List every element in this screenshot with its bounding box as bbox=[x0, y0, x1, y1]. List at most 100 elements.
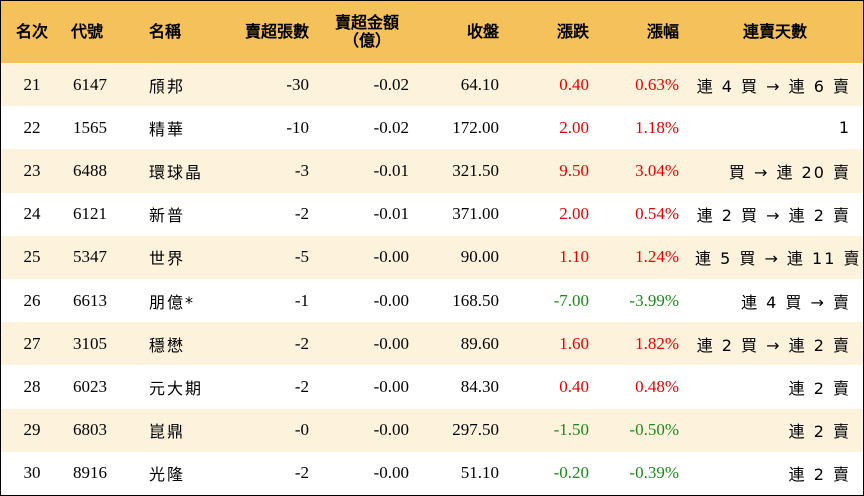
table-row[interactable]: 26 6613 朋億* -1 -0.00 168.50 -7.00 -3.99% 連 4 買 →… bbox=[1, 278, 863, 323]
table-row[interactable]: 22 1565 精華 -10 -0.02 172.00 2.00 1.18% 1 bbox=[1, 106, 863, 150]
cell-net-sell-amount: -0.00 bbox=[373, 333, 409, 353]
cell-name: 環球晶 bbox=[149, 162, 204, 182]
cell-code: 6613 bbox=[73, 290, 107, 310]
cell-code: 5347 bbox=[73, 247, 107, 267]
cell-streak: 連 4 買 → 連 6 賣 bbox=[696, 76, 851, 96]
header-code[interactable]: 代號 bbox=[71, 22, 104, 41]
cell-net-sell-lots: -30 bbox=[286, 74, 309, 94]
cell-change: -1.50 bbox=[553, 420, 589, 440]
cell-change: 0.40 bbox=[559, 376, 589, 396]
header-rank[interactable]: 名次 bbox=[15, 22, 48, 41]
header-change-pct[interactable]: 漲幅 bbox=[646, 22, 679, 41]
cell-rank: 28 bbox=[23, 376, 41, 396]
cell-streak: 連 2 賣 bbox=[788, 422, 851, 442]
table-row[interactable]: 25 5347 世界 -5 -0.00 90.00 1.10 1.24% 連 5 買 → 連 1… bbox=[1, 235, 863, 279]
cell-change-pct: 3.04% bbox=[635, 160, 679, 180]
cell-rank: 24 bbox=[23, 204, 41, 224]
cell-rank: 27 bbox=[23, 333, 41, 353]
header-net-sell-lots[interactable]: 賣超張數 bbox=[244, 22, 309, 41]
cell-streak: 1 bbox=[838, 118, 851, 138]
cell-streak: 連 2 買 → 連 2 賣 bbox=[696, 335, 851, 355]
cell-rank: 26 bbox=[23, 290, 41, 310]
cell-net-sell-lots: -10 bbox=[286, 117, 309, 137]
cell-net-sell-amount: -0.01 bbox=[373, 160, 409, 180]
cell-net-sell-lots: -3 bbox=[294, 160, 309, 180]
cell-code: 6121 bbox=[73, 204, 107, 224]
cell-name: 元大期 bbox=[149, 378, 204, 398]
cell-rank: 21 bbox=[23, 74, 41, 94]
cell-code: 6023 bbox=[73, 376, 107, 396]
header-name[interactable]: 名稱 bbox=[149, 22, 182, 41]
cell-name: 頎邦 bbox=[149, 76, 186, 96]
cell-name: 崑鼎 bbox=[149, 422, 186, 442]
cell-net-sell-lots: -0 bbox=[294, 420, 309, 440]
cell-streak: 買 → 連 20 賣 bbox=[728, 162, 851, 182]
cell-close: 89.60 bbox=[460, 333, 499, 353]
cell-streak: 連 2 買 → 連 2 賣 bbox=[696, 206, 851, 226]
cell-close: 172.00 bbox=[452, 117, 499, 137]
cell-net-sell-amount: -0.00 bbox=[373, 247, 409, 267]
table-row[interactable]: 30 8916 光隆 -2 -0.00 51.10 -0.20 -0.39% 連 2 賣 bbox=[1, 451, 863, 495]
cell-net-sell-amount: -0.01 bbox=[373, 204, 409, 224]
cell-rank: 23 bbox=[23, 160, 41, 180]
cell-change-pct: -0.50% bbox=[629, 420, 679, 440]
cell-name: 穩懋 bbox=[149, 335, 186, 355]
cell-change: 9.50 bbox=[559, 160, 589, 180]
table-row[interactable]: 28 6023 元大期 -2 -0.00 84.30 0.40 0.48% 連 2 賣 bbox=[1, 365, 863, 409]
cell-close: 51.10 bbox=[460, 463, 499, 483]
cell-change: 1.60 bbox=[559, 333, 589, 353]
cell-net-sell-lots: -2 bbox=[294, 463, 309, 483]
cell-net-sell-amount: -0.00 bbox=[373, 420, 409, 440]
cell-rank: 30 bbox=[23, 463, 41, 483]
header-close[interactable]: 收盤 bbox=[466, 22, 499, 41]
cell-net-sell-amount: -0.00 bbox=[373, 376, 409, 396]
cell-code: 6803 bbox=[73, 420, 107, 440]
cell-change-pct: 1.24% bbox=[635, 247, 679, 267]
cell-change: 1.10 bbox=[559, 247, 589, 267]
cell-net-sell-amount: -0.00 bbox=[373, 290, 409, 310]
cell-code: 1565 bbox=[73, 117, 107, 137]
cell-code: 3105 bbox=[73, 333, 107, 353]
cell-change: 0.40 bbox=[559, 74, 589, 94]
cell-net-sell-amount: -0.00 bbox=[373, 463, 409, 483]
table-row[interactable]: 23 6488 環球晶 -3 -0.01 321.50 9.50 3.04% 買 → 連 20 … bbox=[1, 149, 863, 193]
table-row[interactable]: 27 3105 穩懋 -2 -0.00 89.60 1.60 1.82% 連 2 買 → 連 2… bbox=[1, 322, 863, 366]
cell-net-sell-lots: -1 bbox=[294, 290, 309, 310]
table-row[interactable]: 29 6803 崑鼎 -0 -0.00 297.50 -1.50 -0.50% 連 2 賣 bbox=[1, 408, 863, 452]
cell-change-pct: 1.82% bbox=[635, 333, 679, 353]
cell-change: -0.20 bbox=[553, 463, 589, 483]
cell-change-pct: 0.54% bbox=[635, 204, 679, 224]
cell-close: 84.30 bbox=[460, 376, 499, 396]
cell-name: 光隆 bbox=[149, 465, 186, 485]
cell-change-pct: -0.39% bbox=[629, 463, 679, 483]
cell-change-pct: 0.48% bbox=[635, 376, 679, 396]
cell-close: 90.00 bbox=[460, 247, 499, 267]
header-streak[interactable]: 連賣天數 bbox=[742, 22, 807, 41]
cell-code: 8916 bbox=[73, 463, 107, 483]
table-row[interactable]: 21 6147 頎邦 -30 -0.02 64.10 0.40 0.63% 連 4 買 → 連 … bbox=[1, 63, 863, 107]
cell-rank: 25 bbox=[23, 247, 41, 267]
cell-streak: 連 4 買 → 賣 bbox=[741, 292, 851, 312]
header-row: 名次 代號 名稱 賣超張數 賣超金額 （億） 收盤 漲跌 漲幅 連賣天數 bbox=[1, 1, 863, 63]
table-row[interactable]: 24 6121 新普 -2 -0.01 371.00 2.00 0.54% 連 2 買 → 連 … bbox=[1, 192, 863, 236]
header-net-sell-amount-line1: 賣超金額 bbox=[334, 13, 399, 32]
cell-close: 297.50 bbox=[452, 420, 499, 440]
cell-change-pct: -3.99% bbox=[629, 290, 679, 310]
header-net-sell-amount-line2: （億） bbox=[342, 31, 391, 50]
cell-change: 2.00 bbox=[559, 204, 589, 224]
header-net-sell-amount[interactable]: 賣超金額 （億） bbox=[317, 1, 417, 63]
cell-code: 6147 bbox=[73, 74, 107, 94]
cell-net-sell-lots: -2 bbox=[294, 376, 309, 396]
cell-close: 321.50 bbox=[452, 160, 499, 180]
cell-change-pct: 0.63% bbox=[635, 74, 679, 94]
header-change[interactable]: 漲跌 bbox=[556, 22, 589, 41]
cell-net-sell-amount: -0.02 bbox=[373, 74, 409, 94]
cell-name: 新普 bbox=[149, 206, 186, 226]
cell-net-sell-amount: -0.02 bbox=[373, 117, 409, 137]
cell-streak: 連 5 買 → 連 11 賣 bbox=[695, 249, 862, 269]
cell-close: 64.10 bbox=[460, 74, 499, 94]
cell-code: 6488 bbox=[73, 160, 107, 180]
cell-close: 168.50 bbox=[452, 290, 499, 310]
